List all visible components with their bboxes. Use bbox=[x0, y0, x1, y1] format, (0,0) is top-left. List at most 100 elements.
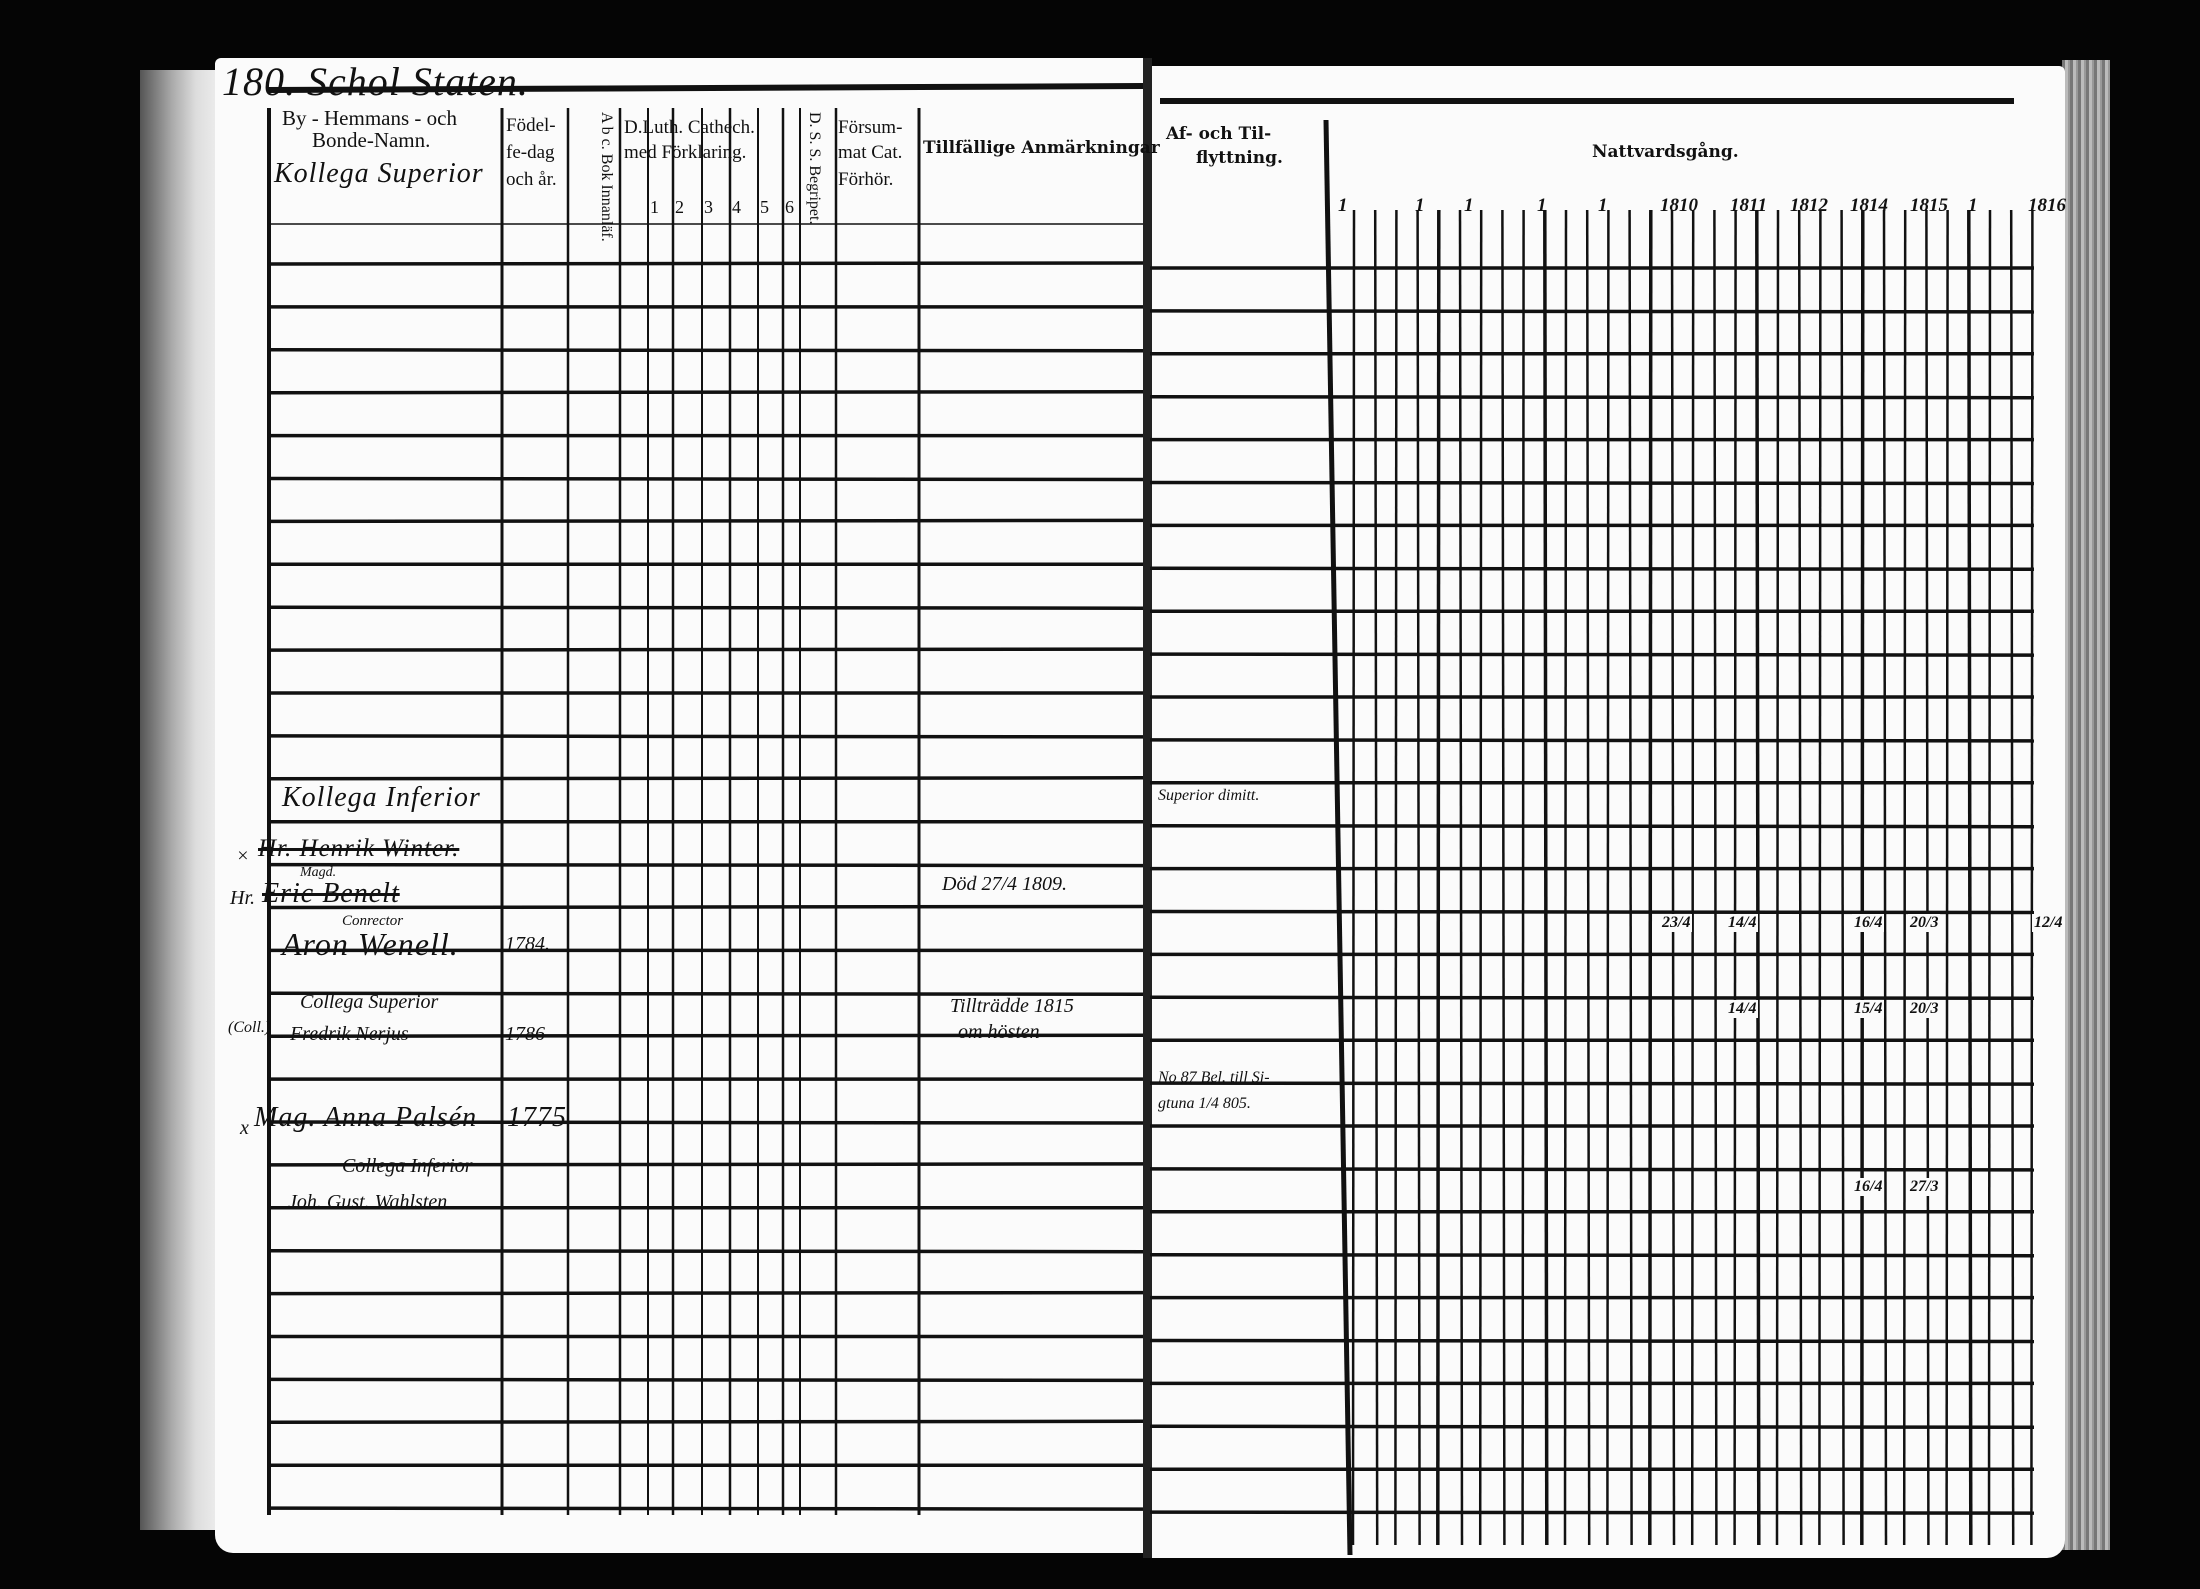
column-rule bbox=[1882, 209, 1888, 1546]
row-rule bbox=[268, 776, 1144, 781]
entry-wenell-birth: 1784. bbox=[505, 933, 550, 955]
entry-collega-superior: Collega Superior bbox=[300, 991, 439, 1013]
row-rule bbox=[268, 991, 1144, 997]
communion-date-wahlsten: 27/3 bbox=[1908, 1178, 1941, 1196]
header-moving-1: Af- och Til- bbox=[1166, 124, 1272, 144]
row-rule bbox=[1149, 309, 2035, 314]
column-rule bbox=[1501, 209, 1506, 1546]
row-rule bbox=[268, 261, 1144, 266]
row-rule bbox=[1149, 480, 2035, 486]
entry-kollega-inferior: Kollega Inferior bbox=[282, 782, 481, 813]
column-rule bbox=[1755, 209, 1761, 1546]
column-rule bbox=[1987, 209, 1992, 1546]
entry-nerjus: Fredrik Nerjus bbox=[290, 1023, 409, 1045]
row-rule bbox=[268, 1377, 1144, 1383]
column-rule bbox=[1416, 209, 1421, 1546]
luth-number: 3 bbox=[704, 197, 713, 217]
row-rule bbox=[1149, 566, 2035, 572]
communion-date-wenell: 12/4 bbox=[2032, 914, 2065, 932]
year-header: 1814 bbox=[1850, 195, 1888, 216]
header-name-2: Bonde-Namn. bbox=[312, 128, 431, 152]
column-rule bbox=[1478, 209, 1483, 1546]
column-rule bbox=[1967, 209, 1973, 1546]
entry-winter-mark: × bbox=[236, 845, 250, 867]
entry-kollega-superior: Kollega Superior bbox=[274, 158, 484, 189]
header-birth-3: och år. bbox=[506, 169, 557, 190]
entry-nerjus-birth: 1786 bbox=[505, 1023, 545, 1045]
luth-number: 4 bbox=[732, 197, 741, 217]
entry-benelt-mark: Hr. bbox=[230, 887, 256, 909]
column-rule bbox=[1563, 209, 1568, 1546]
column-rule bbox=[1690, 209, 1695, 1546]
entry-wenell: Aron Wenell. bbox=[282, 926, 459, 962]
entry-wahlsten: Joh. Gust. Wahlsten bbox=[288, 1191, 448, 1213]
column-rule bbox=[1648, 209, 1653, 1546]
row-rule bbox=[1149, 1167, 2035, 1172]
column-rule bbox=[2030, 209, 2034, 1546]
column-rule bbox=[1860, 209, 1865, 1546]
row-rule bbox=[1149, 1081, 2035, 1086]
year-header: 1812 bbox=[1790, 195, 1828, 216]
remark-nerjus-1: Tillträdde 1815 bbox=[950, 995, 1074, 1017]
row-rule bbox=[268, 647, 1144, 652]
row-rule bbox=[268, 518, 1144, 524]
year-header: 1 bbox=[1968, 195, 1978, 216]
header-birth-2: fe-dag bbox=[506, 142, 555, 163]
entry-benelt-title: Magd. bbox=[300, 865, 337, 880]
row-rule bbox=[1149, 909, 2035, 915]
book-spine bbox=[1143, 58, 1152, 1558]
row-rule bbox=[268, 476, 1144, 482]
year-header: 1 bbox=[1464, 195, 1474, 216]
row-rule bbox=[268, 1248, 1144, 1254]
header-ds: D. S. S. Begripet. bbox=[806, 112, 823, 225]
column-rule bbox=[1670, 209, 1676, 1546]
remark-nerjus-2: om hösten bbox=[958, 1021, 1040, 1043]
communion-date-wenell: 20/3 bbox=[1908, 914, 1941, 932]
column-rule bbox=[1925, 209, 1930, 1546]
moving-inferior-note: Superior dimitt. bbox=[1158, 787, 1260, 804]
row-rule bbox=[268, 1290, 1144, 1296]
column-rule bbox=[1543, 209, 1549, 1546]
column-rule-thick bbox=[1323, 119, 1353, 1556]
column-rule bbox=[1436, 209, 1441, 1546]
header-remarks: Tillfällige Anmärkningar bbox=[923, 138, 1160, 158]
column-rule bbox=[2009, 209, 2015, 1546]
column-rule bbox=[1797, 209, 1803, 1546]
year-header: 1811 bbox=[1730, 195, 1767, 216]
row-rule bbox=[268, 1033, 1144, 1038]
row-rule bbox=[268, 1162, 1144, 1167]
header-abc: A b c. Bok Innanläf. bbox=[598, 112, 615, 242]
year-header: 1 bbox=[1537, 195, 1547, 216]
column-rule bbox=[1840, 209, 1845, 1546]
right-page-edge bbox=[2062, 60, 2110, 1550]
entry-collega-inferior: Collega Inferior bbox=[342, 1155, 473, 1177]
column-rule bbox=[1606, 209, 1610, 1546]
row-rule bbox=[268, 1506, 1144, 1511]
column-rule bbox=[1373, 209, 1379, 1546]
entry-palsen-birth: 1775 bbox=[507, 1102, 567, 1133]
column-rule bbox=[1585, 209, 1591, 1546]
column-rule bbox=[1351, 209, 1356, 1546]
year-header: 1815 bbox=[1910, 195, 1948, 216]
year-header: 1 bbox=[1598, 195, 1608, 216]
entry-benelt: Eric Benelt bbox=[262, 878, 400, 909]
communion-date-wahlsten: 16/4 bbox=[1852, 1178, 1885, 1196]
row-rule bbox=[1149, 1252, 2035, 1258]
header-moving-2: flyttning. bbox=[1196, 148, 1283, 168]
moving-palsen-2: gtuna 1/4 805. bbox=[1158, 1095, 1251, 1112]
row-rule bbox=[268, 389, 1144, 395]
row-rule bbox=[1149, 1338, 2035, 1344]
row-rule bbox=[1149, 823, 2035, 829]
row-rule bbox=[268, 348, 1144, 353]
entry-wenell-title: Conrector bbox=[342, 913, 404, 929]
column-rule bbox=[1628, 209, 1633, 1546]
row-rule bbox=[1149, 1424, 2035, 1430]
communion-date-wenell: 23/4 bbox=[1660, 914, 1693, 932]
communion-date-nerjus: 14/4 bbox=[1726, 1000, 1759, 1018]
row-rule bbox=[1149, 1510, 2035, 1515]
remark-benelt-death: Död 27/4 1809. bbox=[942, 873, 1067, 895]
communion-date-wenell: 16/4 bbox=[1852, 914, 1885, 932]
row-rule bbox=[268, 605, 1144, 610]
column-rule bbox=[1713, 209, 1718, 1546]
header-luth-1: D.Luth. Cathech. bbox=[624, 117, 755, 138]
